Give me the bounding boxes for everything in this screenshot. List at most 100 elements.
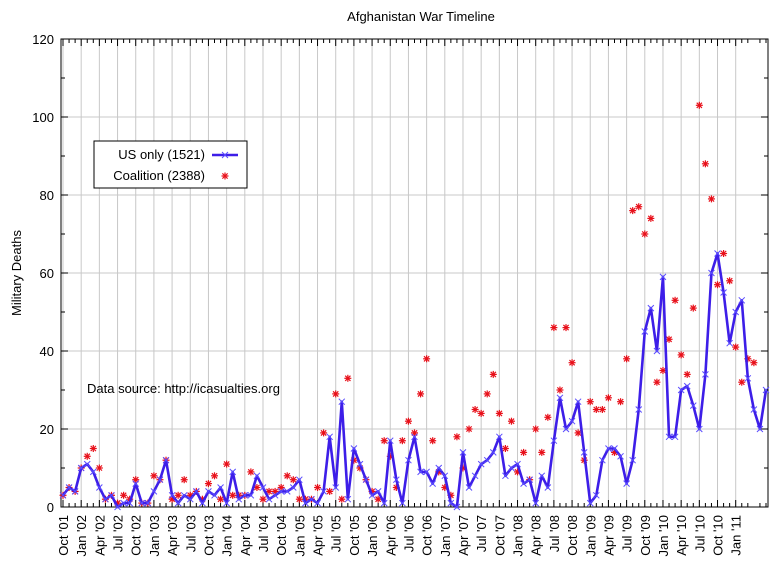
us-point	[562, 425, 570, 433]
x-axis: Oct '01 Jan '02 Apr '02 Jul '02 Oct '02 Jan '…	[56, 39, 767, 557]
y-tick-label: 100	[32, 110, 54, 125]
us-point	[550, 437, 558, 445]
us-point	[162, 456, 170, 464]
us-point	[132, 480, 140, 487]
x-tick-label: Jul '02	[111, 515, 126, 552]
coalition-point	[320, 429, 328, 437]
us-point	[405, 456, 412, 464]
coalition-point	[550, 324, 558, 332]
y-axis-label: Military Deaths	[9, 230, 24, 316]
us-point	[326, 433, 334, 441]
us-point	[695, 425, 703, 433]
us-point	[235, 495, 243, 503]
us-point	[374, 488, 382, 495]
us-point	[568, 417, 576, 425]
x-tick-label: Jan '02	[74, 515, 89, 557]
x-tick-label: Jan '10	[656, 515, 671, 557]
y-tick-label: 120	[32, 32, 54, 47]
coalition-point	[344, 374, 352, 382]
coalition-point	[453, 433, 461, 441]
us-point	[599, 456, 606, 464]
coalition-point	[295, 495, 303, 503]
us-point	[114, 503, 121, 511]
us-point	[544, 484, 552, 491]
us-point	[750, 406, 758, 413]
us-point	[211, 491, 218, 499]
coalition-point	[174, 491, 182, 499]
x-tick-label: Jul '04	[256, 515, 271, 552]
us-point	[289, 484, 297, 491]
coalition-point	[83, 452, 91, 460]
us-point	[71, 488, 79, 495]
us-point	[756, 425, 764, 433]
us-point	[96, 484, 103, 491]
coalition-point	[338, 495, 346, 503]
coalition-point	[204, 480, 212, 488]
coalition-point	[429, 437, 437, 445]
x-tick-label: Jan '07	[438, 515, 453, 557]
coalition-point	[465, 425, 473, 433]
x-tick-label: Apr '02	[92, 515, 107, 556]
us-point	[356, 460, 364, 468]
coalition-point	[326, 487, 334, 495]
us-point	[320, 488, 327, 495]
us-point	[368, 491, 376, 499]
us-point	[477, 460, 485, 468]
us-point	[253, 472, 261, 480]
coalition-point	[665, 335, 673, 343]
coalition-point	[495, 409, 503, 417]
us-point	[459, 449, 467, 456]
coalition-point	[653, 378, 661, 386]
coalition-point	[223, 460, 231, 468]
us-point	[314, 499, 321, 507]
coalition-point	[483, 390, 491, 398]
x-tick-label: Apr '08	[529, 515, 544, 556]
coalition-point	[641, 230, 649, 238]
coalition-point	[217, 495, 225, 503]
x-tick-label: Apr '04	[238, 515, 253, 556]
data-source-annotation: Data source: http://icasualties.org	[87, 381, 280, 396]
legend-marker-us	[212, 151, 238, 159]
us-point	[671, 433, 679, 441]
x-tick-label: Jan '03	[147, 515, 162, 557]
us-point	[295, 476, 303, 484]
coalition-point	[283, 472, 291, 480]
coalition-point	[623, 355, 631, 363]
us-point	[641, 328, 649, 335]
us-point	[399, 499, 406, 507]
us-point	[495, 433, 503, 441]
us-point	[471, 472, 479, 480]
plot-area	[59, 101, 770, 511]
us-point	[714, 250, 721, 257]
us-point	[465, 484, 473, 491]
coalition-point	[689, 304, 697, 312]
coalition-point	[568, 359, 576, 367]
coalition-point	[738, 378, 746, 386]
x-tick-label: Jul '06	[401, 515, 416, 552]
coalition-point	[332, 390, 340, 398]
us-point	[308, 495, 315, 503]
coalition-point	[150, 472, 158, 480]
coalition-point	[314, 484, 322, 491]
x-tick-label: Jan '11	[729, 515, 744, 556]
coalition-point	[544, 413, 552, 421]
us-point	[144, 499, 152, 507]
us-point	[574, 398, 582, 406]
coalition-point	[380, 437, 388, 445]
us-point	[483, 456, 491, 464]
us-point	[241, 491, 249, 499]
us-point	[586, 499, 594, 507]
us-point	[580, 449, 588, 456]
x-tick-label: Jan '06	[365, 515, 380, 557]
y-tick-label: 60	[40, 266, 54, 281]
us-point	[362, 476, 370, 484]
coalition-point	[732, 343, 740, 351]
y-tick-label: 0	[47, 500, 54, 515]
coalition-point	[229, 491, 237, 499]
legend-entry-coalition: Coalition (2388)	[113, 168, 205, 183]
coalition-point	[683, 370, 691, 378]
legend-star-marker	[221, 172, 229, 180]
x-tick-label: Apr '07	[456, 515, 471, 556]
us-point	[344, 495, 352, 503]
us-point	[350, 445, 358, 452]
